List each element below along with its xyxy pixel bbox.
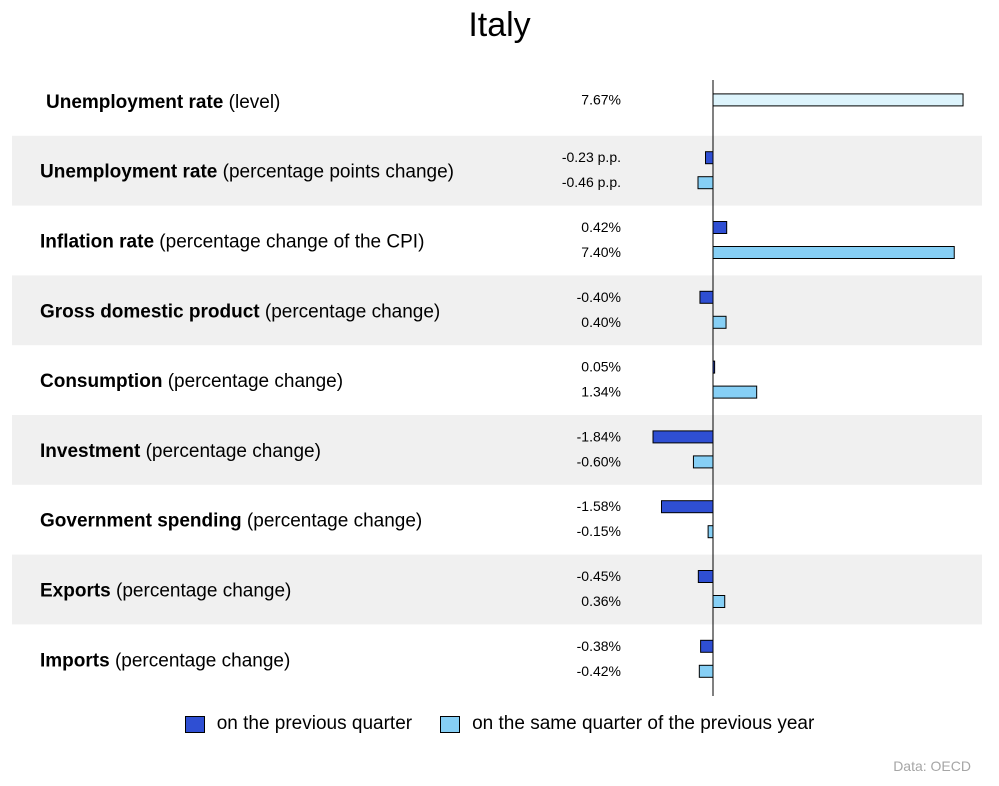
legend: on the previous quarter on the same quar…: [0, 713, 999, 735]
legend-swatch-year: [440, 715, 461, 733]
value-label: -0.46 p.p.: [562, 174, 621, 190]
bar-previous-year: [712, 246, 955, 259]
bar-previous-year: [712, 93, 964, 107]
legend-item-quarter: on the previous quarter: [184, 713, 413, 735]
value-label: 0.36%: [581, 593, 621, 609]
row-label-desc: (level): [223, 92, 280, 113]
value-label: 0.40%: [581, 314, 621, 330]
value-label: 7.40%: [581, 244, 621, 260]
value-label: -0.42%: [577, 663, 621, 679]
row-label: Gross domestic product (percentage chang…: [40, 301, 440, 322]
bar-previous-quarter: [697, 570, 714, 583]
bar-previous-quarter: [660, 500, 714, 514]
bar-previous-year: [697, 176, 714, 190]
value-label: -0.60%: [577, 453, 621, 469]
row-label-bold: Consumption: [40, 371, 162, 392]
row-label: Unemployment rate (level): [46, 92, 280, 113]
value-label: 0.05%: [581, 359, 621, 375]
row-label: Investment (percentage change): [40, 441, 321, 462]
value-label: -0.40%: [577, 289, 621, 305]
row-label-bold: Exports: [40, 581, 111, 602]
row-label-desc: (percentage change of the CPI): [154, 232, 424, 253]
row-label-bold: Government spending: [40, 511, 242, 532]
bar-previous-year: [712, 315, 727, 329]
value-label: -1.84%: [577, 428, 621, 444]
bar-previous-quarter: [705, 151, 714, 165]
value-label: -0.38%: [577, 638, 621, 654]
bar-previous-year: [698, 664, 714, 678]
bar-previous-year: [712, 385, 758, 399]
row-label-desc: (percentage change): [242, 511, 423, 532]
legend-label-year: on the same quarter of the previous year: [472, 713, 815, 734]
row-label-bold: Unemployment rate: [40, 162, 217, 183]
row-label: Inflation rate (percentage change of the…: [40, 232, 424, 253]
row-label-bold: Inflation rate: [40, 232, 154, 253]
bar-previous-year: [712, 595, 726, 608]
value-label: 1.34%: [581, 384, 621, 400]
row-label-desc: (percentage change): [111, 581, 292, 602]
value-label: 7.67%: [581, 91, 621, 107]
legend-label-quarter: on the previous quarter: [216, 713, 413, 734]
bar-previous-year: [707, 525, 714, 539]
row-label: Exports (percentage change): [40, 581, 291, 602]
row-band: [12, 554, 982, 625]
row-band: [12, 135, 982, 206]
row-label-bold: Gross domestic product: [40, 301, 260, 322]
legend-swatch-quarter: [184, 715, 205, 733]
row-label-bold: Unemployment rate: [46, 92, 223, 113]
row-band: [12, 415, 982, 485]
row-label-desc: (percentage change): [260, 301, 441, 322]
bar-previous-quarter: [652, 430, 714, 444]
row-label: Government spending (percentage change): [40, 511, 422, 532]
row-label-desc: (percentage change): [162, 371, 343, 392]
row-label-desc: (percentage points change): [217, 162, 454, 183]
row-label-desc: (percentage change): [110, 650, 291, 671]
value-label: -0.15%: [577, 523, 621, 539]
row-band: [12, 275, 982, 346]
bar-previous-quarter: [700, 639, 714, 653]
legend-item-year: on the same quarter of the previous year: [440, 713, 814, 735]
row-label: Consumption (percentage change): [40, 371, 343, 392]
row-label-desc: (percentage change): [140, 441, 321, 462]
value-label: 0.42%: [581, 219, 621, 235]
row-label: Unemployment rate (percentage points cha…: [40, 162, 454, 183]
row-label: Imports (percentage change): [40, 650, 290, 671]
source-note: Data: OECD: [893, 758, 971, 774]
bar-previous-quarter: [712, 221, 728, 234]
bar-previous-quarter: [699, 290, 714, 304]
bar-previous-year: [692, 455, 714, 469]
row-label-bold: Imports: [40, 650, 110, 671]
chart-title: Italy: [468, 6, 531, 44]
value-label: -0.23 p.p.: [562, 149, 621, 165]
row-label-bold: Investment: [40, 441, 141, 462]
value-label: -1.58%: [577, 498, 621, 514]
value-label: -0.45%: [577, 568, 621, 584]
